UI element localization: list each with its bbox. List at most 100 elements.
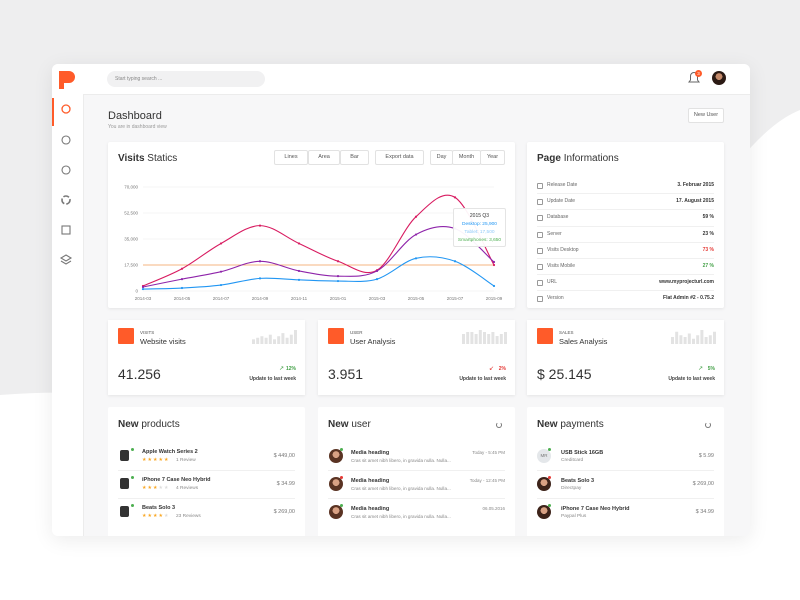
info-icon — [537, 296, 543, 303]
list-card — [318, 407, 515, 536]
line-chart: 0 17,500 35,000 52,500 70,000 2014-03 2014-05 2… — [124, 185, 503, 302]
logo — [59, 71, 75, 89]
stat-card — [108, 320, 305, 395]
reload-icon[interactable] — [496, 422, 502, 428]
user-avatar[interactable] — [712, 71, 726, 85]
tooltip: 2015 Q3 Desktop: 25,900 Tablet: 17,500 Smar… — [453, 208, 506, 247]
rating-star: ★ — [147, 485, 152, 491]
sparkline-bar — [700, 330, 704, 344]
chart-type-button[interactable]: Area — [308, 150, 340, 165]
info-divider — [537, 258, 714, 259]
sparkline-bar — [679, 335, 683, 344]
page-info-title-rest: Informations — [563, 153, 619, 164]
x-tick-label: 2015-05 — [408, 296, 425, 301]
info-value: 3. Februar 2015 — [677, 182, 714, 188]
nav-tasks[interactable] — [61, 165, 71, 175]
x-tick-label: 2014-03 — [135, 296, 152, 301]
nav-tables[interactable] — [61, 225, 71, 235]
sparkline-bar — [294, 330, 297, 344]
page-info-title-bold: Page — [537, 153, 561, 164]
series-point — [141, 285, 145, 289]
stat-title: Website visits — [140, 337, 186, 346]
sparkline-bar — [466, 332, 470, 344]
list-title-bold: New — [537, 419, 558, 430]
info-value: 17. August 2015 — [676, 198, 714, 205]
product-name: iPhone 7 Case Neo Hybrid — [142, 477, 211, 483]
rating-star: ★ — [158, 457, 163, 463]
row-divider — [118, 470, 295, 471]
search-box[interactable] — [107, 71, 265, 87]
status-dot — [131, 504, 134, 507]
info-value: 73 % — [702, 246, 714, 253]
status-dot — [131, 448, 134, 451]
series-point — [375, 278, 379, 281]
list-title: New user — [328, 419, 371, 430]
info-value: 59 % — [702, 214, 714, 221]
nav-dashboard[interactable] — [61, 104, 71, 114]
nav-layers[interactable] — [59, 254, 73, 265]
sparkline-bar — [268, 334, 272, 344]
status-dot — [340, 476, 343, 479]
rating-star: ★ — [153, 457, 158, 463]
series-point — [336, 260, 340, 263]
row-divider — [118, 498, 295, 499]
product-image — [120, 478, 129, 489]
sparkline-bar — [264, 337, 268, 344]
rating-star: ★ — [153, 485, 158, 491]
series-point — [492, 284, 496, 288]
series-point — [414, 215, 418, 218]
export-button[interactable]: Export data — [375, 150, 424, 165]
y-tick-label: 35,000 — [124, 237, 138, 242]
info-icon — [537, 199, 543, 206]
reload-icon[interactable] — [705, 422, 711, 428]
y-tick-label: 0 — [135, 289, 138, 294]
rating-star: ★ — [147, 513, 152, 519]
new-user-button[interactable]: New User — [688, 108, 724, 123]
stat-title: User Analysis — [350, 337, 396, 346]
sparkline-bar — [252, 339, 255, 344]
stat-trend-arrow: ↙ — [488, 366, 494, 372]
chart-type-button[interactable]: Bar — [340, 150, 369, 165]
series-point — [336, 279, 340, 283]
stat-sparkline — [671, 330, 716, 344]
payment-name: USB Stick 16GB — [561, 450, 604, 456]
list-title: New payments — [537, 419, 604, 430]
payment-avatar — [537, 505, 551, 519]
sparkline-bar — [692, 338, 695, 344]
payment-method: Paypal Plus — [561, 514, 587, 519]
nav-users[interactable] — [61, 135, 71, 145]
row-divider — [537, 498, 714, 499]
stat-value: 3.951 — [328, 366, 364, 382]
product-price: $ 269,00 — [273, 509, 295, 515]
user-text: Cras sit amet nibh libero, in gravida nu… — [351, 486, 451, 491]
series-point — [336, 275, 340, 278]
info-icon — [537, 231, 543, 238]
user-text: Cras sit amet nibh libero, in gravida nu… — [351, 514, 451, 519]
payment-name: Beats Solo 3 — [561, 478, 595, 484]
status-dot — [340, 448, 343, 451]
notification-bell[interactable] — [684, 68, 704, 88]
nav-charts[interactable] — [61, 195, 71, 205]
stat-title: Sales Analysis — [559, 337, 608, 346]
sparkline-bar — [675, 331, 679, 344]
sparkline-bar — [671, 337, 674, 344]
sparkline-bar — [483, 332, 486, 344]
stat-icon — [537, 328, 553, 344]
sparkline-bar — [504, 332, 507, 344]
sparkline-bar — [277, 336, 281, 344]
info-label: URL — [547, 279, 558, 286]
sparkline-bar — [256, 337, 260, 344]
chart-type-button[interactable]: Lines — [274, 150, 308, 165]
series-point — [258, 277, 262, 280]
info-value: 27 % — [702, 263, 714, 269]
info-divider — [537, 193, 714, 195]
info-label: Release Date — [547, 182, 578, 188]
sparkline-bar — [495, 336, 499, 344]
period-button[interactable]: Year — [480, 150, 505, 165]
page-subtitle: You are in dashboard view — [108, 124, 167, 130]
sparkline-bar — [704, 337, 708, 344]
topbar — [83, 64, 750, 95]
list-title-rest: payments — [560, 419, 604, 430]
sparkline-bar — [696, 335, 700, 344]
